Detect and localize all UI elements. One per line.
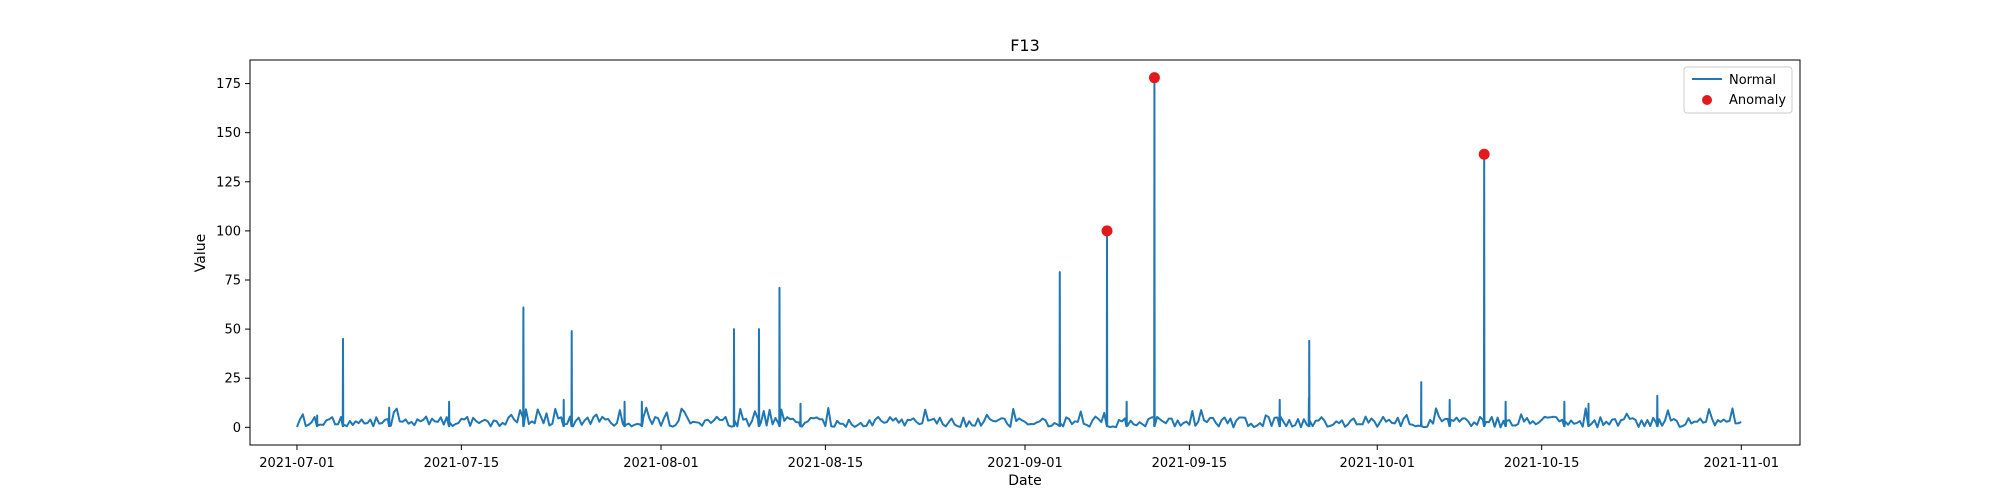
y-tick-label: 25 <box>224 372 241 387</box>
x-axis: 2021-07-01 2021-07-15 2021-08-01 2021-08-15… <box>259 445 1779 471</box>
x-tick-label: 2021-07-15 <box>424 456 500 471</box>
x-tick-label: 2021-09-15 <box>1152 456 1228 471</box>
y-tick-label: 75 <box>224 274 241 289</box>
x-tick-label: 2021-09-01 <box>987 456 1063 471</box>
legend-anomaly-swatch <box>1702 95 1712 105</box>
y-tick-label: 125 <box>216 175 241 190</box>
x-axis-label: Date <box>1008 473 1041 489</box>
anomaly-point <box>1148 72 1160 84</box>
x-tick-label: 2021-07-01 <box>259 456 335 471</box>
normal-series <box>296 76 1742 429</box>
plot-area <box>296 72 1742 429</box>
anomaly-points <box>1101 72 1490 237</box>
normal-series-line <box>296 76 1742 429</box>
x-tick-label: 2021-10-15 <box>1504 456 1580 471</box>
anomaly-point <box>1101 225 1113 237</box>
anomaly-point <box>1478 148 1490 160</box>
legend-normal-label: Normal <box>1729 73 1776 88</box>
chart-title: F13 <box>1010 36 1040 55</box>
y-axis: 0 25 50 75 100 125 150 175 <box>216 77 250 436</box>
y-tick-label: 0 <box>233 421 241 436</box>
x-tick-label: 2021-08-01 <box>623 456 699 471</box>
x-tick-label: 2021-10-01 <box>1339 456 1415 471</box>
y-axis-label: Value <box>193 234 209 272</box>
x-tick-label: 2021-11-01 <box>1704 456 1780 471</box>
x-tick-label: 2021-08-15 <box>788 456 864 471</box>
y-tick-label: 50 <box>224 323 241 338</box>
y-tick-label: 175 <box>216 77 241 92</box>
legend: Normal Anomaly <box>1683 66 1793 114</box>
y-tick-label: 150 <box>216 126 241 141</box>
y-tick-label: 100 <box>216 224 241 239</box>
legend-anomaly-label: Anomaly <box>1729 93 1786 108</box>
